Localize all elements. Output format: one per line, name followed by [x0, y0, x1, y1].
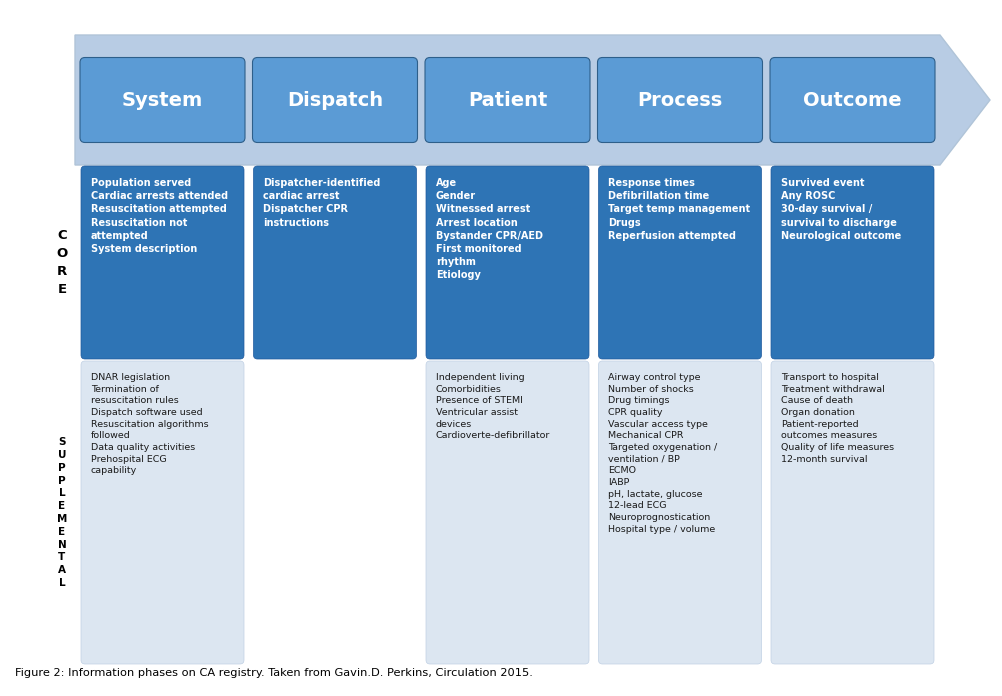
FancyBboxPatch shape	[597, 58, 763, 143]
FancyBboxPatch shape	[80, 58, 245, 143]
FancyBboxPatch shape	[598, 166, 762, 359]
Text: Population served
Cardiac arrests attended
Resuscitation attempted
Resuscitation: Population served Cardiac arrests attend…	[91, 178, 228, 254]
FancyBboxPatch shape	[771, 166, 934, 359]
Text: Age
Gender
Witnessed arrest
Arrest location
Bystander CPR/AED
First monitored
rh: Age Gender Witnessed arrest Arrest locat…	[436, 178, 543, 280]
FancyBboxPatch shape	[426, 361, 589, 664]
FancyBboxPatch shape	[426, 166, 589, 359]
Polygon shape	[75, 35, 990, 165]
Text: Response times
Defibrillation time
Target temp management
Drugs
Reperfusion atte: Response times Defibrillation time Targe…	[608, 178, 750, 241]
Text: Dispatcher-identified
cardiac arrest
Dispatcher CPR
instructions: Dispatcher-identified cardiac arrest Dis…	[264, 178, 381, 228]
FancyBboxPatch shape	[253, 58, 418, 143]
Text: S
U
P
P
L
E
M
E
N
T
A
L: S U P P L E M E N T A L	[57, 437, 67, 588]
FancyBboxPatch shape	[770, 58, 935, 143]
Text: Process: Process	[637, 90, 722, 109]
Text: DNAR legislation
Termination of
resuscitation rules
Dispatch software used
Resus: DNAR legislation Termination of resuscit…	[91, 373, 208, 475]
Text: System: System	[122, 90, 203, 109]
Text: Figure 2: Information phases on CA registry. Taken from Gavin.D. Perkins, Circul: Figure 2: Information phases on CA regis…	[15, 668, 533, 678]
Text: Survived event
Any ROSC
30-day survival /
survival to discharge
Neurological out: Survived event Any ROSC 30-day survival …	[781, 178, 901, 241]
FancyBboxPatch shape	[81, 361, 244, 664]
Text: Patient: Patient	[468, 90, 547, 109]
FancyBboxPatch shape	[425, 58, 590, 143]
Text: Dispatch: Dispatch	[287, 90, 383, 109]
Text: Independent living
Comorbidities
Presence of STEMI
Ventricular assist
devices
Ca: Independent living Comorbidities Presenc…	[436, 373, 550, 441]
Text: Airway control type
Number of shocks
Drug timings
CPR quality
Vascular access ty: Airway control type Number of shocks Dru…	[608, 373, 717, 534]
FancyBboxPatch shape	[598, 361, 762, 664]
Text: C
O
R
E: C O R E	[56, 229, 67, 296]
Text: Outcome: Outcome	[804, 90, 902, 109]
FancyBboxPatch shape	[254, 166, 417, 359]
FancyBboxPatch shape	[771, 361, 934, 664]
Text: Transport to hospital
Treatment withdrawal
Cause of death
Organ donation
Patient: Transport to hospital Treatment withdraw…	[781, 373, 894, 464]
FancyBboxPatch shape	[81, 166, 244, 359]
